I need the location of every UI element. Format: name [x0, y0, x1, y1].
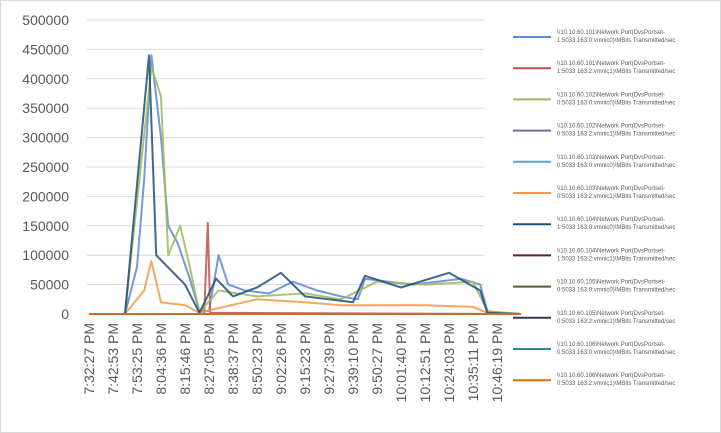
legend-label: \\10.10.60.103\Network Port(DvsPortset-0… [557, 155, 675, 169]
x-tick-label: 8:27:05 PM [201, 323, 217, 395]
y-tick-label: 250000 [22, 159, 69, 175]
y-tick-label: 450000 [22, 41, 69, 57]
legend-label: \\10.10.60.105\Network Port(DvsPortset-0… [557, 311, 675, 325]
y-tick-label: 100000 [22, 247, 69, 263]
legend-label: \\10.10.60.102\Network Port(DvsPortset-0… [557, 92, 675, 106]
x-tick-label: 8:04:36 PM [153, 323, 169, 395]
x-tick-label: 9:39:10 PM [345, 323, 361, 395]
legend-label: \\10.10.60.102\Network Port(DvsPortset-0… [557, 124, 675, 138]
legend-label: \\10.10.60.106\Network Port(DvsPortset-0… [557, 342, 675, 356]
y-tick-label: 500000 [22, 12, 69, 28]
x-tick-label: 10:35:11 PM [465, 323, 481, 401]
x-tick-label: 9:02:26 PM [273, 323, 289, 395]
series-line [89, 260, 522, 315]
x-tick-label: 9:27:39 PM [321, 323, 337, 395]
legend-label: \\10.10.60.104\Network Port(DvsPortset-1… [557, 248, 675, 262]
x-tick-label: 7:53:25 PM [129, 323, 145, 395]
x-tick-label: 10:01:40 PM [393, 323, 409, 402]
x-tick-label: 10:12:51 PM [417, 323, 433, 402]
x-tick-label: 8:15:46 PM [177, 323, 193, 395]
x-tick-label: 10:24:03 PM [441, 323, 457, 402]
legend-label: \\10.10.60.101\Network Port(DvsPortset-1… [557, 61, 675, 75]
y-tick-label: 0 [61, 306, 69, 322]
legend-label: \\10.10.60.104\Network Port(DvsPortset-1… [557, 217, 675, 231]
legend-label: \\10.10.60.101\Network Port(DvsPortset-1… [557, 30, 675, 44]
y-tick-label: 200000 [22, 188, 69, 204]
x-tick-label: 9:15:23 PM [297, 323, 313, 395]
series-line [89, 54, 522, 315]
y-tick-label: 300000 [22, 130, 69, 146]
y-tick-label: 150000 [22, 218, 69, 234]
series-line [89, 54, 522, 315]
y-tick-label: 50000 [30, 277, 69, 293]
legend-label: \\10.10.60.103\Network Port(DvsPortset-0… [557, 186, 675, 200]
legend-label: \\10.10.60.105\Network Port(DvsPortset-0… [557, 280, 675, 294]
y-tick-label: 400000 [22, 71, 69, 87]
series-line [89, 66, 522, 315]
x-tick-label: 9:50:27 PM [369, 323, 385, 395]
x-tick-label: 8:38:37 PM [225, 323, 241, 395]
x-tick-label: 7:42:53 PM [105, 323, 121, 395]
x-tick-label: 7:32:27 PM [81, 323, 97, 395]
legend-label: \\10.10.60.106\Network Port(DvsPortset-0… [557, 373, 675, 387]
y-tick-label: 350000 [22, 100, 69, 116]
x-tick-label: 8:50:23 PM [249, 323, 265, 395]
x-tick-label: 10:46:19 PM [489, 323, 505, 402]
